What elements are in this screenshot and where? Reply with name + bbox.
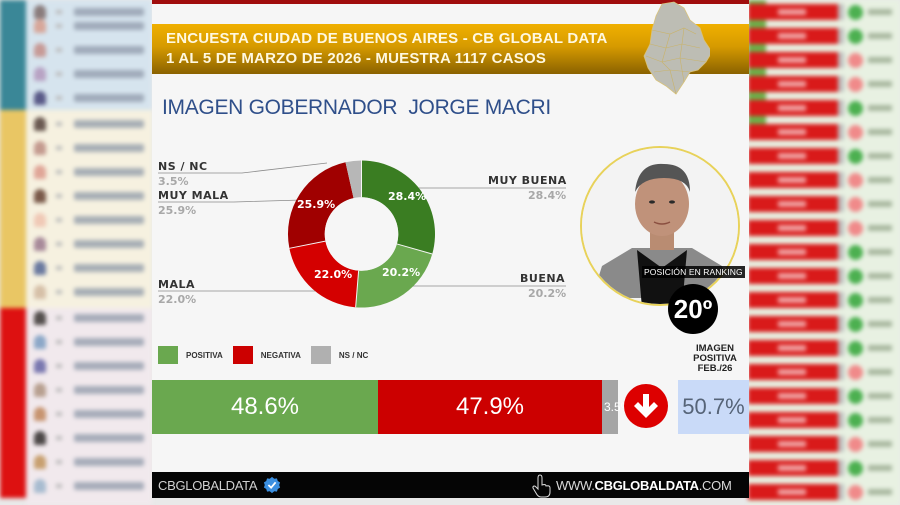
previous-label-line-1: IMAGEN [696,343,734,354]
blurred-ranking-bars-right [748,0,900,505]
legend-swatch-negativa [232,346,253,364]
label-buena-name: BUENA [520,272,566,285]
buenos-aires-city-map-icon [643,1,710,95]
site-bold: CBGLOBALDATA [594,478,700,493]
legend-label-negativa: NEGATIVA [260,350,301,360]
label-buena-value: 20.2% [528,287,567,300]
previous-label-line-3: FEB./26 [697,363,733,374]
survey-panel: ENCUESTA CIUDAD DE BUENOS AIRES - CB GLO… [152,0,749,498]
header-line-2: 1 AL 5 DE MARZO DE 2026 - MUESTRA 1117 C… [166,50,547,67]
footer-bar: CBGLOBALDATA WWW.CBGLOBALDATA.COM [152,472,749,498]
person-portrait-icon [582,148,738,304]
footer-brand: CBGLOBALDATA [158,477,258,493]
ranking-badge: 20º [668,284,718,334]
website-link[interactable]: WWW.CBGLOBALDATA.COM [556,478,732,493]
donut-chart [287,160,436,308]
leader-lines [158,162,566,292]
verified-badge-icon [264,476,281,494]
legend-swatch-positiva [158,346,178,364]
header-line-1: ENCUESTA CIUDAD DE BUENOS AIRES - CB GLO… [166,30,608,47]
hand-pointer-icon [532,474,551,498]
legend-swatch-nsnc [310,346,331,364]
previous-positive-label: IMAGEN POSITIVA FEB./26 [680,344,749,374]
legend-label-nsnc: NS / NC [338,350,369,360]
label-mala-value: 22.0% [158,293,197,306]
site-suffix: .COM [698,478,732,493]
label-muy-buena-name: MUY BUENA [488,174,567,187]
band-yellow [0,110,26,308]
legend-label-positiva: POSITIVA [186,350,223,360]
label-nsnc-name: NS / NC [158,160,208,173]
previous-positive-value: 50.7% [678,380,749,434]
blurred-ranking-list-left [0,0,152,505]
label-nsnc-value: 3.5% [158,175,189,188]
arrow-down-icon [634,394,658,418]
top-accent-line [152,0,749,4]
governor-photo [580,146,740,306]
bar-segment-nsnc: 3.5% [602,380,631,434]
slice-buena [355,243,433,308]
slice-label-mala: 22.0% [314,268,353,281]
slice-label-buena: 20.2% [382,266,421,279]
ranking-label: POSICIÓN EN RANKING [642,266,745,278]
label-muy-buena-value: 28.4% [528,189,567,202]
label-mala-name: MALA [158,278,195,291]
label-muy-mala-value: 25.9% [158,204,197,217]
bar-segment-negativa: 47.9% [378,380,602,434]
band-red [0,308,26,498]
slice-muy-mala [287,162,354,249]
site-prefix: WWW. [556,478,595,493]
trend-down-indicator [624,384,668,428]
previous-label-line-2: POSITIVA [693,353,737,364]
label-muy-mala-name: MUY MALA [158,189,229,202]
slice-label-muy-mala: 25.9% [297,198,336,211]
band-teal [0,0,26,110]
summary-stacked-bar: 48.6% 47.9% 3.5% [152,380,631,434]
chart-legend: POSITIVA NEGATIVA NS / NC [158,346,378,364]
slice-label-muy-buena: 28.4% [388,190,427,203]
slice-nsnc [345,160,362,199]
slice-muy-buena [361,160,436,254]
chart-title: IMAGEN GOBERNADOR JORGE MACRI [162,96,551,119]
slice-mala [289,241,359,308]
bar-segment-positiva: 48.6% [152,380,378,434]
